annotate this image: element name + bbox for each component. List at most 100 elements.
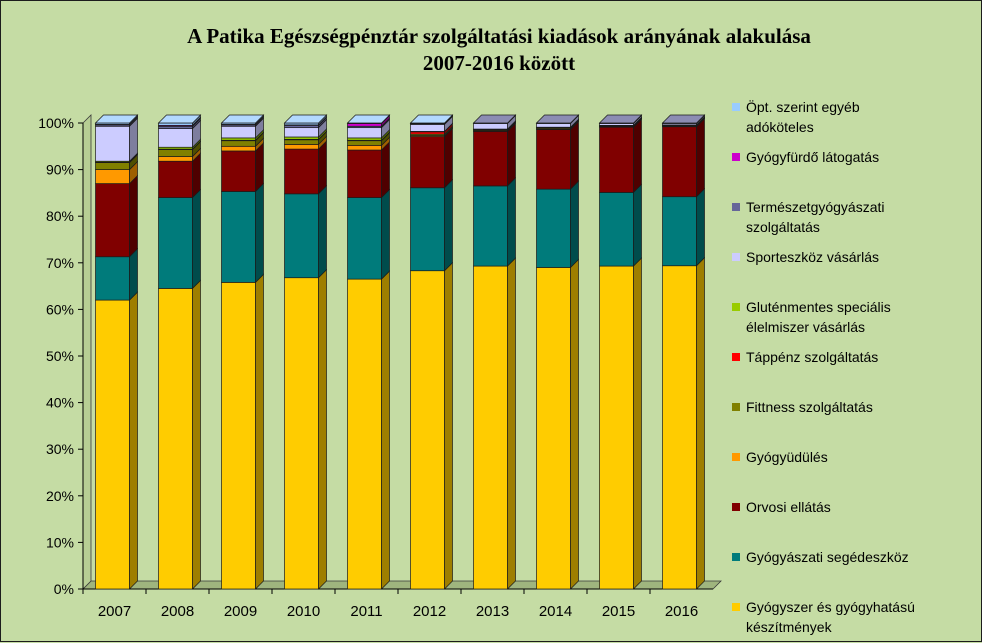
bar-segment-side [319,270,327,589]
legend-swatch [732,403,740,411]
bar-segment [474,178,516,266]
bar-stack-2009 [222,115,264,589]
legend-item: Táppénz szolgáltatás [732,349,878,365]
x-tick-label: 2010 [287,603,320,620]
legend-swatch [732,153,740,161]
bar-segment-side [697,258,705,589]
bar-segment-side [382,190,390,280]
bar-segment-front [663,266,697,589]
bar-segment-side [130,292,138,589]
legend-item: Orvosi ellátás [732,499,831,515]
legend-label: Természetgyógyászati [746,199,885,215]
legend-swatch [732,553,740,561]
bar-segment [537,122,579,190]
bar-stack-2011 [348,115,390,589]
bar-segment [96,292,138,589]
legend-swatch [732,303,740,311]
bar-segment [663,119,705,197]
bar-segment [159,190,201,289]
bar-segment-front [474,186,508,266]
bar-segment-front [285,140,319,145]
legend-label: Táppénz szolgáltatás [746,349,878,365]
bar-segment-front [411,271,445,589]
y-tick-label: 30% [46,441,74,457]
bar-segment-side [130,249,138,300]
bar-segment-side [445,180,453,271]
bar-segment-side [193,190,201,289]
x-tick-label: 2013 [476,603,509,620]
bar-segment-front [474,266,508,589]
bar-segment-front [285,144,319,149]
legend-item: Gyógyüdülés [732,449,828,465]
bar-segment [474,123,516,186]
bar-segment-front [474,123,508,129]
y-tick-label: 50% [46,348,74,364]
bar-segment-side [193,280,201,589]
bar-segment-front [348,145,382,150]
y-tick-label: 60% [46,301,74,317]
bar-segment-side [508,258,516,589]
bar-segment-side [445,129,453,188]
legend-label: Öpt. szerint egyéb [746,98,860,115]
bar-segment-front [222,192,256,283]
bar-segment-side [382,271,390,589]
bar-segment-side [571,181,579,267]
bar-segment-front [159,129,193,148]
bar-segment-front [348,279,382,589]
bar-segment-front [285,194,319,278]
bar-segment-side [571,122,579,190]
x-tick-label: 2014 [539,603,572,620]
chart-title: A Patika Egészségpénztár szolgáltatási k… [187,24,811,75]
legend-label: készítmények [746,619,833,635]
x-tick-label: 2016 [665,603,698,620]
legend-item: Gyógyfürdő látogatás [732,149,879,165]
bar-segment [285,186,327,278]
bar-segment-side [256,184,264,283]
bar-segment-front [348,198,382,280]
y-tick-label: 10% [46,534,74,550]
legend-label: Gyógyüdülés [746,449,828,465]
legend-swatch [732,253,740,261]
bar-segment-front [663,197,697,266]
bar-segment [537,181,579,267]
legend-label: adóköteles [746,119,814,135]
bar-segment-side [445,263,453,589]
bar-segment-front [285,149,319,194]
bar-segment [96,176,138,257]
bar-segment-side [697,189,705,266]
bar-segment-front [96,126,130,161]
legend: Öpt. szerint egyéb adóköteles Gyógyfürdő l… [732,98,915,635]
bar-segment-side [319,141,327,194]
bar-segment-front [285,128,319,137]
bar-segment-front [600,266,634,589]
bar-segment-front [222,151,256,192]
bar-segment-front [159,157,193,162]
bar-segment-front [285,278,319,589]
plot-side-wall [83,115,91,589]
y-tick-label: 70% [46,255,74,271]
bar-segment-front [600,127,634,192]
y-tick-label: 40% [46,395,74,411]
y-tick-label: 80% [46,208,74,224]
legend-item: Öpt. szerint egyéb adóköteles [732,98,860,135]
bar-segment-side [571,259,579,589]
bar-segment-front [537,130,571,190]
bar-segment-front [537,189,571,267]
bar-segment-front [159,198,193,289]
chart-title-line-2: 2007-2016 között [423,51,575,75]
legend-label: Gluténmentes speciális [746,299,891,315]
y-tick-label: 20% [46,488,74,504]
legend-label: Gyógyfürdő látogatás [746,149,879,165]
bar-segment-side [508,178,516,266]
legend-swatch [732,603,740,611]
bar-stack-2007 [96,115,138,589]
y-tick-label: 0% [54,581,74,597]
bar-segment-front [537,267,571,589]
bar-stack-2013 [474,115,516,589]
bar-segment [348,190,390,280]
bar-segment-front [411,188,445,271]
bar-segment-front [159,288,193,589]
